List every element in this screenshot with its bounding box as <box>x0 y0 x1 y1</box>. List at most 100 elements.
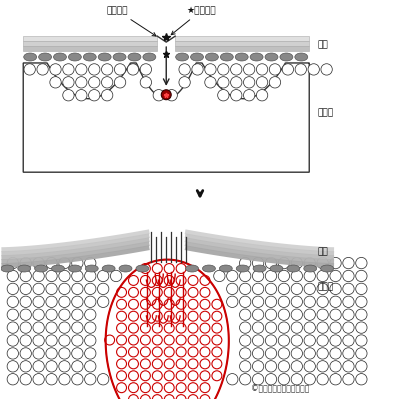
Circle shape <box>240 374 251 385</box>
Circle shape <box>356 283 367 294</box>
Circle shape <box>7 257 18 269</box>
Circle shape <box>128 395 138 400</box>
Circle shape <box>128 287 138 297</box>
Circle shape <box>343 322 354 333</box>
Ellipse shape <box>143 53 156 61</box>
Text: 有棘層: 有棘層 <box>317 108 333 117</box>
Circle shape <box>214 270 225 282</box>
Circle shape <box>265 270 277 282</box>
Circle shape <box>140 311 150 321</box>
Circle shape <box>88 64 100 75</box>
Circle shape <box>291 348 302 359</box>
Circle shape <box>20 270 31 282</box>
Ellipse shape <box>206 53 218 61</box>
Circle shape <box>240 361 251 372</box>
Circle shape <box>330 283 341 294</box>
Circle shape <box>265 257 277 269</box>
Circle shape <box>291 296 302 308</box>
Bar <box>23 41 157 46</box>
Circle shape <box>212 371 222 381</box>
Circle shape <box>176 287 186 297</box>
Circle shape <box>304 335 316 346</box>
Ellipse shape <box>119 265 132 272</box>
Circle shape <box>200 287 210 297</box>
Circle shape <box>291 283 302 294</box>
Circle shape <box>46 374 57 385</box>
Circle shape <box>256 90 268 101</box>
Circle shape <box>176 323 186 333</box>
Circle shape <box>304 270 316 282</box>
Circle shape <box>46 270 57 282</box>
Circle shape <box>291 309 302 320</box>
Circle shape <box>114 64 126 75</box>
Circle shape <box>188 359 198 369</box>
Circle shape <box>72 309 83 320</box>
Circle shape <box>218 77 229 88</box>
Circle shape <box>128 359 138 369</box>
Circle shape <box>265 374 277 385</box>
Circle shape <box>291 270 302 282</box>
Circle shape <box>33 270 44 282</box>
Circle shape <box>20 361 31 372</box>
Circle shape <box>330 335 341 346</box>
Circle shape <box>240 335 251 346</box>
Circle shape <box>59 322 70 333</box>
Circle shape <box>317 283 328 294</box>
Circle shape <box>140 395 150 400</box>
Circle shape <box>252 270 264 282</box>
Circle shape <box>356 309 367 320</box>
Circle shape <box>252 257 264 269</box>
Ellipse shape <box>113 53 126 61</box>
Circle shape <box>226 296 238 308</box>
Circle shape <box>102 77 113 88</box>
Circle shape <box>304 257 316 269</box>
Circle shape <box>50 77 61 88</box>
Circle shape <box>278 283 290 294</box>
Circle shape <box>188 383 198 393</box>
Circle shape <box>33 335 44 346</box>
Ellipse shape <box>136 265 149 272</box>
Circle shape <box>46 322 57 333</box>
Circle shape <box>200 299 210 309</box>
Circle shape <box>200 323 210 333</box>
Circle shape <box>295 64 306 75</box>
Ellipse shape <box>295 53 308 61</box>
Text: 角層: 角層 <box>317 247 328 256</box>
Circle shape <box>265 309 277 320</box>
Circle shape <box>63 90 74 101</box>
Circle shape <box>226 374 238 385</box>
Circle shape <box>244 64 255 75</box>
Circle shape <box>252 322 264 333</box>
Circle shape <box>205 64 216 75</box>
Circle shape <box>46 283 57 294</box>
Circle shape <box>330 270 341 282</box>
Circle shape <box>128 311 138 321</box>
Circle shape <box>317 270 328 282</box>
Circle shape <box>20 257 31 269</box>
Circle shape <box>200 335 210 345</box>
Ellipse shape <box>265 53 278 61</box>
Circle shape <box>176 395 186 400</box>
Circle shape <box>152 323 162 333</box>
Ellipse shape <box>250 53 263 61</box>
Circle shape <box>278 296 290 308</box>
Circle shape <box>176 347 186 357</box>
Circle shape <box>128 335 138 345</box>
Circle shape <box>212 299 222 309</box>
Circle shape <box>188 311 198 321</box>
Circle shape <box>20 335 31 346</box>
Circle shape <box>256 64 268 75</box>
Circle shape <box>84 270 96 282</box>
Circle shape <box>291 335 302 346</box>
Circle shape <box>269 64 281 75</box>
Text: イボの塡: イボの塡 <box>0 399 1 400</box>
Circle shape <box>84 374 96 385</box>
Circle shape <box>72 322 83 333</box>
Circle shape <box>7 361 18 372</box>
Ellipse shape <box>186 265 198 272</box>
Circle shape <box>176 311 186 321</box>
Circle shape <box>230 64 242 75</box>
Circle shape <box>105 335 114 345</box>
Ellipse shape <box>128 53 141 61</box>
Circle shape <box>88 77 100 88</box>
